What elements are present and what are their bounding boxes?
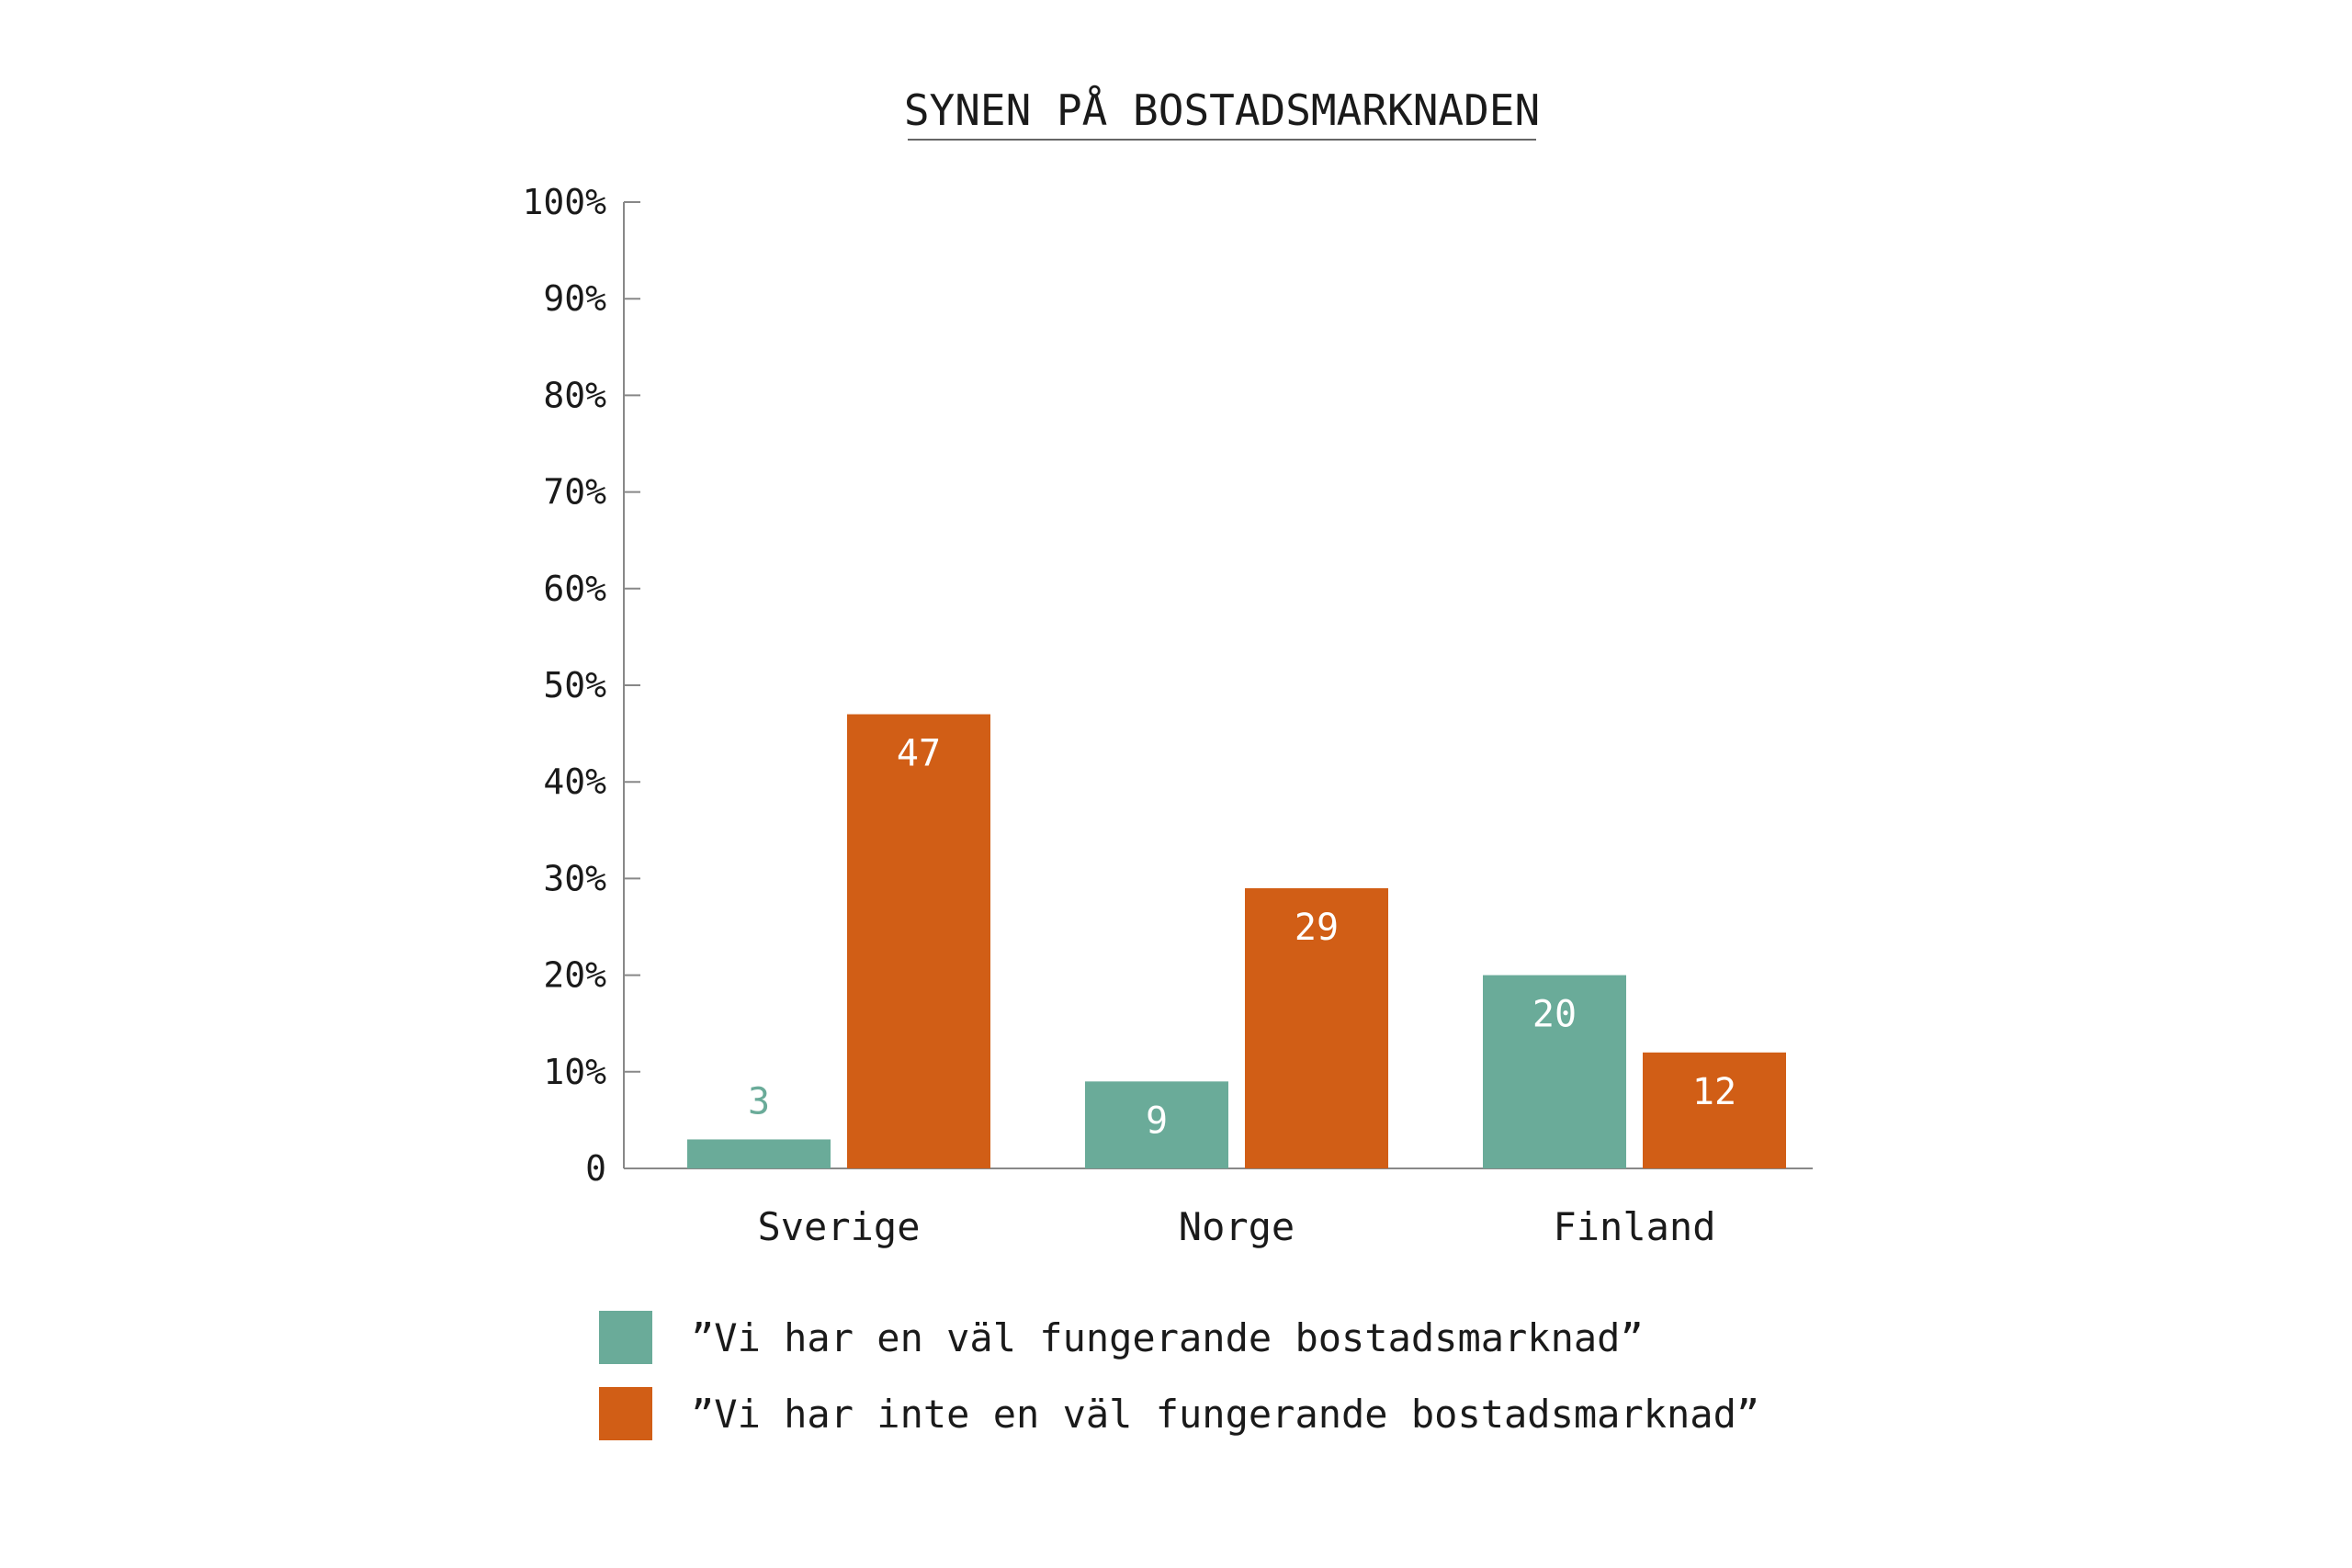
bar-value-label: 29 [1295, 907, 1339, 949]
y-tick-label: 70% [543, 472, 606, 513]
y-tick-label: 40% [543, 761, 606, 802]
bar-sverige-series-1 [687, 1139, 831, 1168]
bar-finland-series-2 [1643, 1052, 1786, 1168]
bars-group [687, 714, 1786, 1168]
category-label-sverige: Sverige [757, 1204, 920, 1249]
legend-label: ”Vi har inte en väl fungerande bostadsma… [691, 1392, 1759, 1437]
y-tick-label: 0 [585, 1148, 606, 1189]
y-tick-label: 60% [543, 569, 606, 609]
legend-swatch [599, 1311, 652, 1364]
bar-value-labels: 3 47 9 29 20 12 [748, 733, 1736, 1143]
category-label-finland: Finland [1553, 1204, 1715, 1249]
chart-title: SYNEN PÅ BOSTADSMARKNADEN [904, 85, 1540, 135]
bar-norge-series-2 [1245, 887, 1388, 1168]
bar-value-label: 20 [1532, 994, 1577, 1036]
bar-value-label: 9 [1146, 1100, 1168, 1142]
y-tick-label: 80% [543, 375, 606, 415]
bar-value-label: 3 [748, 1080, 770, 1122]
bar-norge-series-1 [1085, 1081, 1228, 1168]
y-tick-label: 100% [522, 182, 606, 222]
y-tick-label: 20% [543, 955, 606, 996]
y-tick-label: 10% [543, 1052, 606, 1092]
bar-value-label: 12 [1692, 1071, 1736, 1113]
bar-value-label: 47 [897, 733, 941, 775]
bar-sverige-series-2 [847, 714, 990, 1168]
legend-swatch [599, 1387, 652, 1440]
y-axis-ticks: 0 10% 20% 30% 40% 50% 60% 70% 80% 90% 100% [522, 182, 640, 1189]
category-label-norge: Norge [1179, 1204, 1295, 1249]
y-tick-label: 50% [543, 665, 606, 705]
category-labels: Sverige Norge Finland [757, 1204, 1715, 1249]
y-tick-label: 90% [543, 278, 606, 319]
legend: ”Vi har en väl fungerande bostadsmarknad… [599, 1311, 1759, 1440]
y-tick-label: 30% [543, 858, 606, 898]
bar-finland-series-1 [1483, 975, 1626, 1168]
legend-label: ”Vi har en väl fungerande bostadsmarknad… [691, 1315, 1644, 1360]
